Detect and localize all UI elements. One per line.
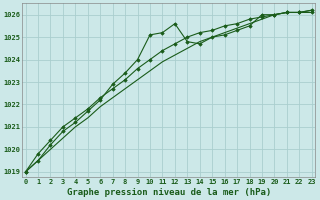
X-axis label: Graphe pression niveau de la mer (hPa): Graphe pression niveau de la mer (hPa) xyxy=(67,188,271,197)
